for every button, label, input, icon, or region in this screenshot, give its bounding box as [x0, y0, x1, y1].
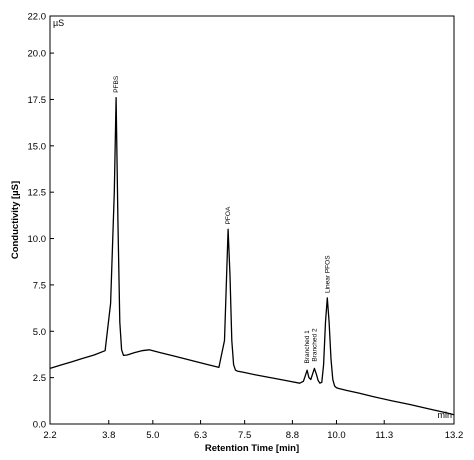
peak-label: PFOA — [225, 206, 232, 224]
y-tick-label: 12.5 — [28, 188, 47, 199]
y-tick-label: 15.0 — [28, 141, 47, 152]
x-tick-label: 7.5 — [238, 430, 251, 441]
y-tick-label: 5.0 — [33, 327, 46, 338]
peak-label: Linear PFOS — [324, 255, 331, 293]
y-tick-label: 0.0 — [33, 420, 46, 431]
y-axis-title: Conductivity [µS] — [10, 181, 21, 259]
x-tick-label: 11.3 — [375, 430, 393, 441]
x-tick-label: 3.8 — [102, 430, 115, 441]
chromatogram-line — [49, 96, 455, 416]
y-unit-label: µS — [53, 18, 64, 28]
plot-frame — [49, 15, 455, 425]
x-tick-label: 13.2 — [445, 430, 464, 441]
x-tick-label: 6.3 — [194, 430, 207, 441]
y-tick-label: 17.5 — [28, 95, 47, 106]
peak-label: Branched 1 — [304, 330, 311, 364]
y-tick-label: 7.5 — [33, 280, 46, 291]
series-layer — [49, 96, 455, 416]
axes: 0.0 2.5 5.0 7.5 10.0 12.5 15.0 17.5 20.0 22.0 2.2 3… — [28, 12, 464, 442]
x-unit-label: min — [437, 410, 452, 420]
y-tick-label: 20.0 — [28, 49, 47, 60]
peak-label: PFBS — [113, 75, 120, 93]
x-axis-title: Retention Time [min] — [205, 443, 299, 454]
peak-label: Branched 2 — [311, 328, 318, 362]
y-tick-label: 2.5 — [33, 373, 46, 384]
x-tick-label: 8.8 — [286, 430, 299, 441]
y-tick-label: 10.0 — [28, 234, 47, 245]
x-tick-label: 2.2 — [43, 430, 56, 441]
x-tick-label: 5.0 — [146, 430, 159, 441]
peak-labels: PFBS PFOA Branched 1 Branched 2 Linear PFOS — [113, 75, 331, 363]
x-tick-label: 10.0 — [327, 430, 346, 441]
y-tick-label: 22.0 — [28, 12, 47, 23]
